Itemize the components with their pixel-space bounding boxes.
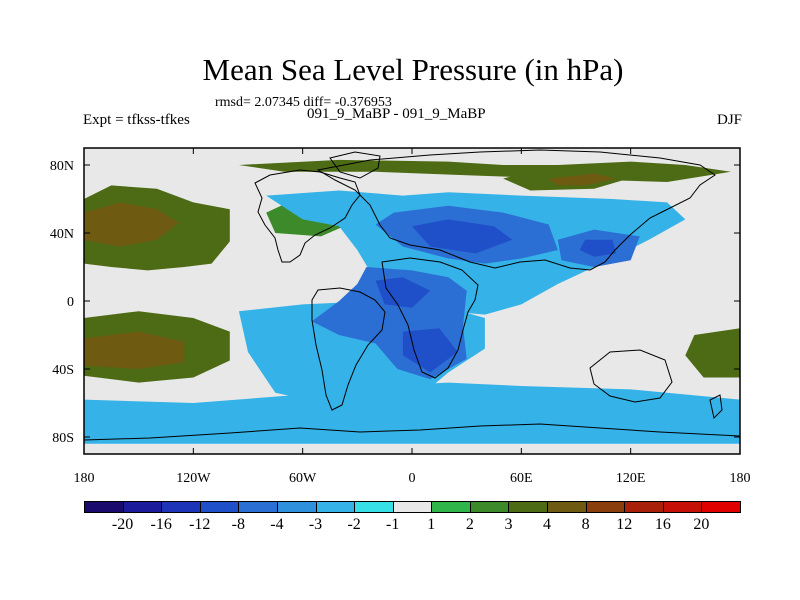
anomaly-region-17 (402, 328, 458, 373)
coastline-australia (589, 349, 673, 403)
coastline-antarctica (84, 423, 740, 441)
coastline-greenland (329, 151, 381, 179)
colorbar-label: -8 (231, 516, 246, 533)
colorbar-swatch (662, 501, 703, 513)
colorbar-swatch (354, 501, 394, 513)
colorbar-swatch (315, 501, 356, 513)
coastline-north-america (254, 169, 361, 263)
colorbar-label: 8 (581, 516, 590, 533)
anomaly-region-18 (579, 239, 617, 257)
colorbar-label: 4 (543, 516, 552, 533)
anomaly-region-1 (84, 202, 179, 247)
season-label: DJF (716, 112, 742, 128)
colorbar-swatch (122, 501, 163, 513)
chart-title: Mean Sea Level Pressure (in hPa) (202, 52, 624, 87)
colorbar-swatch (585, 501, 626, 513)
colorbar-swatch (161, 501, 201, 513)
coastline-africa (381, 257, 479, 379)
colorbar-label: 2 (465, 516, 474, 533)
colorbar-swatch (238, 501, 278, 513)
colorbar-swatch (199, 501, 240, 513)
colorbar-label: -3 (308, 516, 323, 533)
anomaly-region-15 (412, 219, 513, 254)
anomaly-region-16 (375, 277, 431, 308)
colorbar-swatch (276, 501, 317, 513)
x-tick-label: 180 (730, 471, 751, 486)
colorbar-label: 12 (616, 516, 633, 533)
colorbar-swatch (431, 501, 471, 513)
colorbar-swatch (84, 501, 124, 513)
colorbar-swatch (547, 501, 587, 513)
y-tick-label: 40S (52, 363, 74, 378)
chart-subtitle: 091_9_MaBP - 091_9_MaBP (307, 106, 486, 122)
rmsd-diff-stats: rmsd= 2.07345 diff= -0.376953 (215, 95, 392, 110)
y-tick-label: 40N (50, 227, 74, 242)
y-tick-label: 80S (52, 431, 74, 446)
x-tick-label: 0 (409, 471, 416, 486)
anomaly-region-8 (685, 328, 740, 378)
coastline-new-zealand (709, 394, 723, 419)
colorbar-label: -1 (386, 516, 400, 533)
colorbar-swatch (508, 501, 549, 513)
colorbar-label: -20 (111, 516, 134, 533)
colorbar-label: -12 (189, 516, 211, 533)
x-tick-label: 120W (176, 471, 211, 486)
x-tick-label: 60W (289, 471, 317, 486)
colorbar-label: 1 (427, 516, 436, 533)
coastline-south-america (311, 287, 386, 411)
coastline-eurasia (316, 149, 716, 271)
colorbar-swatch (624, 501, 664, 513)
colorbar-swatch (701, 501, 741, 513)
colorbar-label: -4 (270, 516, 284, 533)
anomaly-region-6 (548, 173, 617, 186)
colorbar (84, 501, 741, 513)
colorbar-label: 20 (693, 516, 710, 533)
colorbar-label: 16 (654, 516, 671, 533)
colorbar-label: 3 (504, 516, 513, 533)
colorbar-swatch (469, 501, 510, 513)
x-tick-label: 60E (510, 471, 533, 486)
colorbar-swatch (392, 501, 433, 513)
anomaly-region-10 (84, 382, 740, 444)
colorbar-label: -2 (347, 516, 361, 533)
x-tick-label: 180 (74, 471, 95, 486)
x-tick-label: 120E (616, 471, 646, 486)
y-tick-label: 0 (67, 295, 74, 310)
experiment-label: Expt = tfkss-tfkes (83, 112, 190, 128)
anomaly-region-3 (84, 331, 185, 369)
y-tick-label: 80N (50, 159, 74, 174)
colorbar-label: -16 (150, 516, 172, 533)
